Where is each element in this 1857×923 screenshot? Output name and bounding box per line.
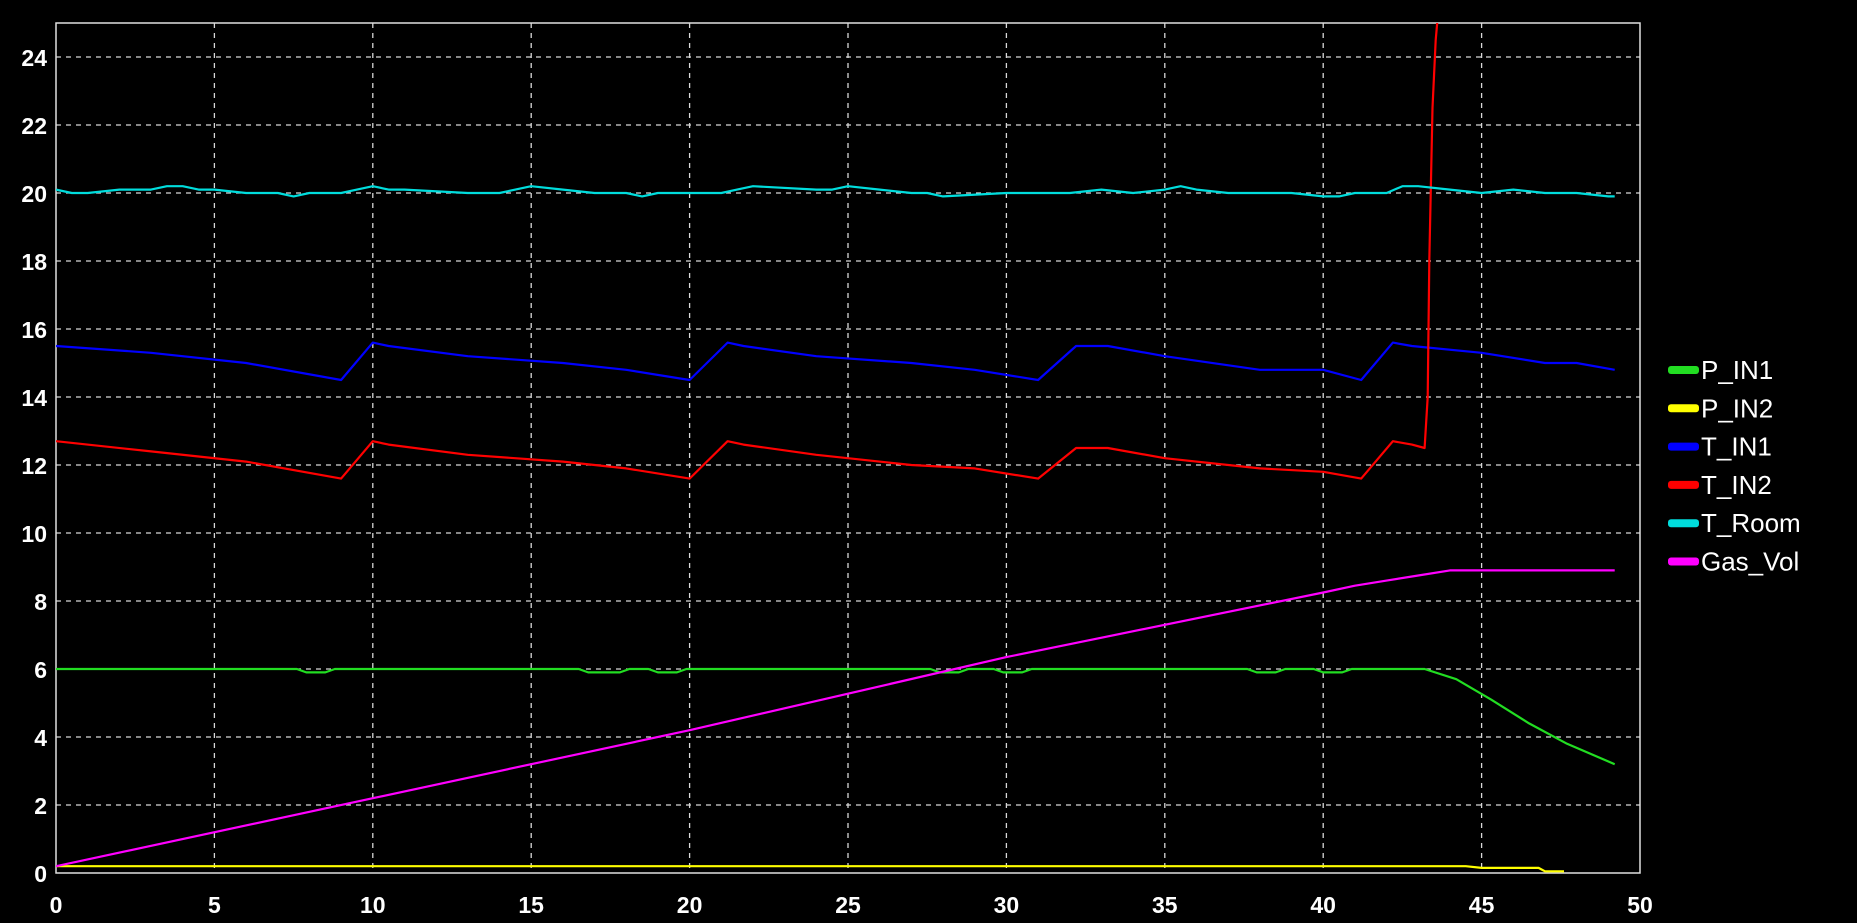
legend-label: T_IN2 [1701, 470, 1772, 500]
legend: P_IN1 P_IN2 T_IN1 T_IN2 T_Room Gas_Vol [1668, 355, 1801, 577]
x-tick-label: 15 [518, 892, 544, 918]
y-tick-label: 6 [34, 657, 47, 683]
legend-label: P_IN2 [1701, 393, 1773, 423]
x-tick-label: 40 [1310, 892, 1336, 918]
series-line-p-in1 [56, 667, 1616, 766]
y-tick-label: 22 [21, 113, 47, 139]
legend-label: T_Room [1701, 508, 1801, 538]
x-tick-label: 50 [1627, 892, 1653, 918]
x-tick-label: 25 [835, 892, 861, 918]
legend-swatch [1668, 366, 1699, 374]
series-line-gas-vol [56, 569, 1615, 868]
y-tick-label: 24 [21, 45, 47, 71]
x-tick-label: 45 [1469, 892, 1495, 918]
legend-label: P_IN1 [1701, 355, 1773, 385]
legend-swatch [1668, 519, 1699, 528]
x-axis-ticks: 0 5 10 15 20 25 30 35 40 45 50 [50, 892, 1653, 918]
legend-swatch [1668, 480, 1699, 489]
series-line-t-in2 [56, 23, 1439, 480]
legend-label: T_IN1 [1701, 432, 1772, 462]
legend-swatch [1668, 404, 1699, 413]
y-tick-label: 14 [21, 385, 47, 411]
y-tick-label: 12 [21, 453, 47, 479]
legend-swatch [1668, 442, 1699, 451]
x-tick-label: 35 [1152, 892, 1178, 918]
plot-frame [55, 22, 1641, 874]
y-tick-label: 2 [34, 793, 47, 819]
y-tick-label: 4 [34, 725, 47, 751]
x-tick-label: 5 [208, 892, 221, 918]
plot-border [55, 22, 1641, 874]
y-tick-label: 10 [21, 521, 47, 547]
series-line-t-in1 [56, 341, 1615, 382]
x-tick-label: 0 [50, 892, 63, 918]
y-tick-label: 18 [21, 249, 47, 275]
y-tick-label: 16 [21, 317, 47, 343]
y-tick-label: 20 [21, 181, 47, 207]
x-tick-label: 20 [677, 892, 703, 918]
legend-label: Gas_Vol [1701, 547, 1799, 577]
legend-swatch [1668, 557, 1699, 566]
x-tick-label: 30 [994, 892, 1020, 918]
series-line-p-in2 [56, 865, 1564, 873]
series-group [56, 23, 1616, 873]
x-tick-label: 10 [360, 892, 386, 918]
grid [56, 23, 1640, 873]
y-tick-label: 8 [34, 589, 47, 615]
series-line-t-room [56, 185, 1615, 198]
y-tick-label: 0 [34, 861, 47, 887]
